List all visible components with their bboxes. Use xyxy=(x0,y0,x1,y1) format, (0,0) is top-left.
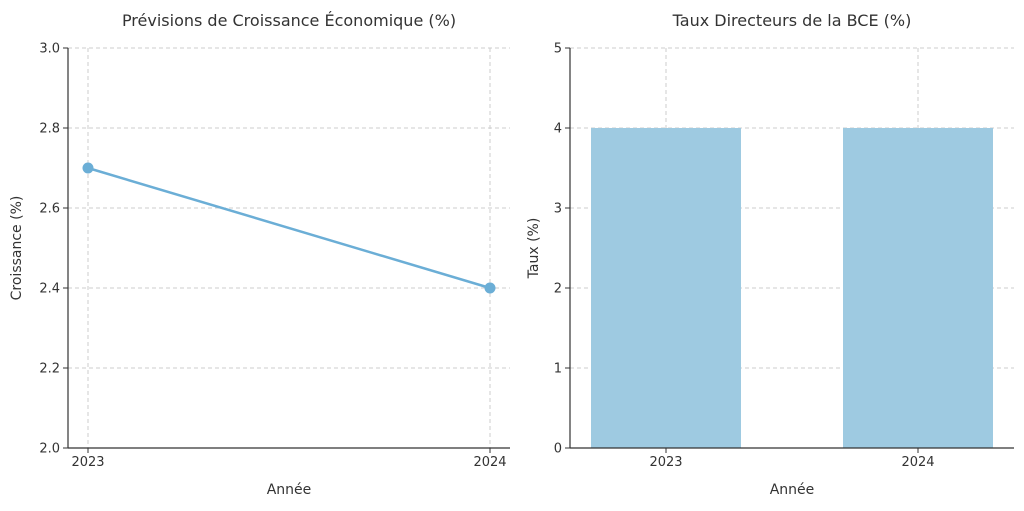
growth-grid xyxy=(68,47,510,448)
growth-y-tick-label: 2.4 xyxy=(39,282,60,297)
rates-x-tick-label: 2024 xyxy=(901,455,934,470)
rates-bar xyxy=(843,128,993,448)
rates-y-tick-label: 5 xyxy=(554,42,562,57)
growth-x-tick-label: 2023 xyxy=(71,455,104,470)
rates-spines xyxy=(569,48,1014,449)
growth-data-point xyxy=(82,162,94,174)
rates-bar-chart: 0 1 2 3 4 5 2023 2024 Taux Directeurs de la BC… xyxy=(526,11,1014,498)
rates-bar xyxy=(591,128,741,448)
growth-y-tick-label: 2.8 xyxy=(39,122,60,137)
growth-y-tick-label: 2.2 xyxy=(39,362,60,377)
rates-y-tick-label: 2 xyxy=(554,282,562,297)
growth-y-tick-label: 2.0 xyxy=(39,442,60,457)
growth-y-axis-label: Croissance (%) xyxy=(9,196,25,301)
growth-y-tick-label: 3.0 xyxy=(39,42,60,57)
growth-chart-title: Prévisions de Croissance Économique (%) xyxy=(122,11,456,30)
growth-spines xyxy=(67,48,510,449)
rates-y-tick-label: 1 xyxy=(554,362,562,377)
rates-y-ticks: 0 1 2 3 4 5 xyxy=(554,42,570,457)
growth-line-chart: 2.0 2.2 2.4 2.6 2.8 3.0 2023 2024 Prévisions d… xyxy=(9,11,510,498)
growth-series-line xyxy=(87,166,491,290)
growth-x-tick-label: 2024 xyxy=(473,455,506,470)
growth-data-point xyxy=(484,282,496,294)
growth-x-axis-label: Année xyxy=(267,482,312,498)
rates-y-tick-label: 3 xyxy=(554,202,562,217)
rates-chart-title: Taux Directeurs de la BCE (%) xyxy=(672,11,912,30)
rates-y-tick-label: 4 xyxy=(554,122,562,137)
rates-x-tick-label: 2023 xyxy=(649,455,682,470)
growth-x-ticks: 2023 2024 xyxy=(71,448,507,470)
growth-y-ticks: 2.0 2.2 2.4 2.6 2.8 3.0 xyxy=(39,42,68,457)
growth-series xyxy=(82,162,496,294)
rates-bars xyxy=(591,128,993,448)
rates-x-ticks: 2023 2024 xyxy=(649,448,935,470)
growth-y-tick-label: 2.6 xyxy=(39,202,60,217)
rates-x-axis-label: Année xyxy=(770,482,815,498)
rates-y-tick-label: 0 xyxy=(554,442,562,457)
rates-y-axis-label: Taux (%) xyxy=(526,218,542,280)
